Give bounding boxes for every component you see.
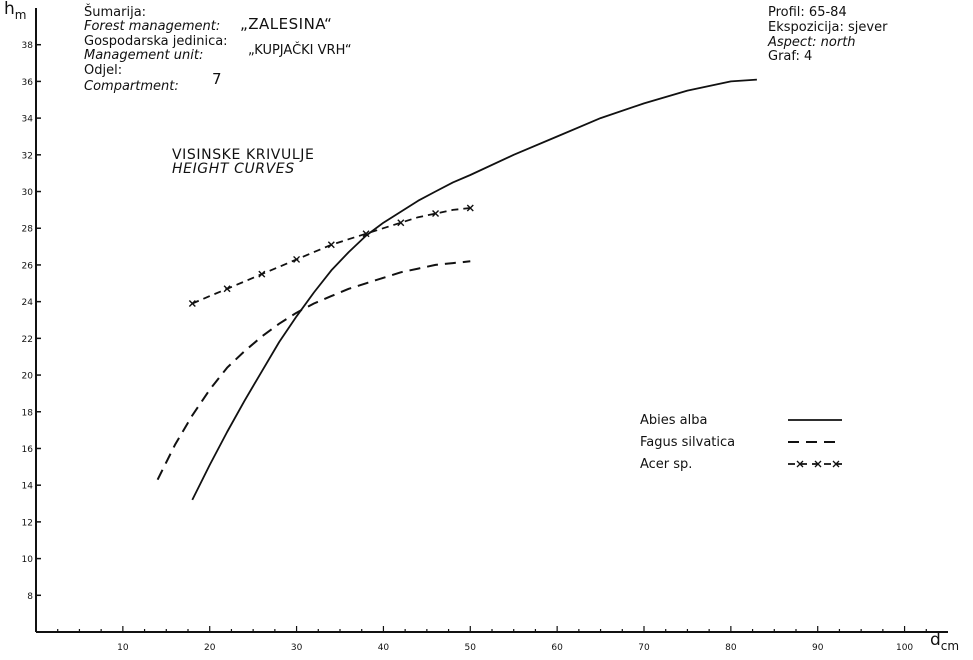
y-tick-label: 18 (22, 408, 34, 418)
x-tick-label: 10 (117, 643, 129, 653)
y-tick-label: 28 (22, 225, 34, 235)
x-tick-label: 20 (204, 643, 216, 653)
chart-subtitle: HEIGHT CURVES (172, 161, 295, 177)
exposition-text: Ekspozicija: sjever (768, 20, 888, 35)
x-tick-label: 90 (812, 643, 824, 653)
forest-label-hr: Šumarija: (84, 5, 147, 20)
aspect-text: Aspect: north (768, 35, 856, 50)
y-tick-label: 16 (22, 445, 34, 455)
graph-number: Graf: 4 (768, 49, 813, 64)
series-line-fagus-silvatica (156, 260, 471, 481)
y-tick-label: 26 (22, 261, 34, 271)
unit-label-hr: Gospodarska jedinica: (84, 34, 228, 49)
unit-label-en: Management unit: (84, 48, 204, 63)
axes (35, 8, 948, 633)
y-tick-label: 20 (22, 372, 34, 382)
legend: Abies alba Fagus silvatica Acer sp. (640, 413, 842, 472)
y-tick-label: 36 (22, 78, 34, 88)
compartment-label-en: Compartment: (84, 79, 179, 94)
series-line-acer-sp (191, 207, 471, 305)
series-marker-acer-sp (327, 241, 335, 249)
y-tick-label: 22 (22, 335, 33, 345)
series-marker-acer-sp (223, 285, 231, 293)
compartment-value: 7 (212, 70, 223, 88)
y-tick-label: 14 (22, 482, 34, 492)
y-tick-label: 32 (22, 151, 33, 161)
series-marker-acer-sp (293, 255, 301, 263)
series-marker-acer-sp (432, 210, 440, 218)
y-tick-label: 10 (22, 555, 34, 565)
legend-marker-acer-sp (832, 460, 840, 468)
chart-title: VISINSKE KRIVULJE (172, 147, 315, 163)
x-tick-label: 100 (896, 643, 913, 653)
legend-label-fagus-silvatica: Fagus silvatica (640, 435, 735, 450)
y-tick-label: 38 (22, 41, 34, 51)
unit-value: „KUPJAČKI VRH“ (248, 43, 352, 58)
legend-marker-acer-sp (814, 460, 822, 468)
series-marker-acer-sp (466, 204, 474, 212)
y-tick-label: 30 (22, 188, 34, 198)
y-tick-label: 24 (22, 298, 34, 308)
series-marker-acer-sp (258, 270, 266, 278)
x-tick-label: 30 (291, 643, 303, 653)
series-marker-acer-sp (397, 219, 405, 227)
forest-label-en: Forest management: (84, 19, 221, 34)
forest-value: „ZALESINA“ (240, 15, 333, 33)
x-tick-label: 40 (378, 643, 390, 653)
y-tick-label: 12 (22, 518, 33, 528)
compartment-label-hr: Odjel: (84, 63, 123, 78)
series-marker-acer-sp (362, 230, 370, 238)
x-tick-label: 70 (638, 643, 650, 653)
legend-label-acer-sp: Acer sp. (640, 457, 692, 472)
series-lines (156, 78, 757, 501)
y-tick-label: 8 (27, 592, 33, 602)
y-tick-label: 34 (22, 115, 34, 125)
y-axis-label: hm (4, 0, 26, 22)
x-tick-label: 60 (551, 643, 563, 653)
legend-marker-acer-sp (796, 460, 804, 468)
series-marker-acer-sp (188, 299, 196, 307)
axis-ticks: 8 10 12 14 16 18 20 22 24 26 28 30 32 34 36 38 10 20 30 40 5… (22, 41, 927, 653)
series-line-abies-alba (191, 78, 757, 501)
x-tick-label: 50 (465, 643, 477, 653)
legend-label-abies-alba: Abies alba (640, 413, 707, 428)
x-tick-label: 80 (725, 643, 737, 653)
x-axis-label: dcm (930, 630, 959, 653)
profil-text: Profil: 65-84 (768, 5, 847, 20)
